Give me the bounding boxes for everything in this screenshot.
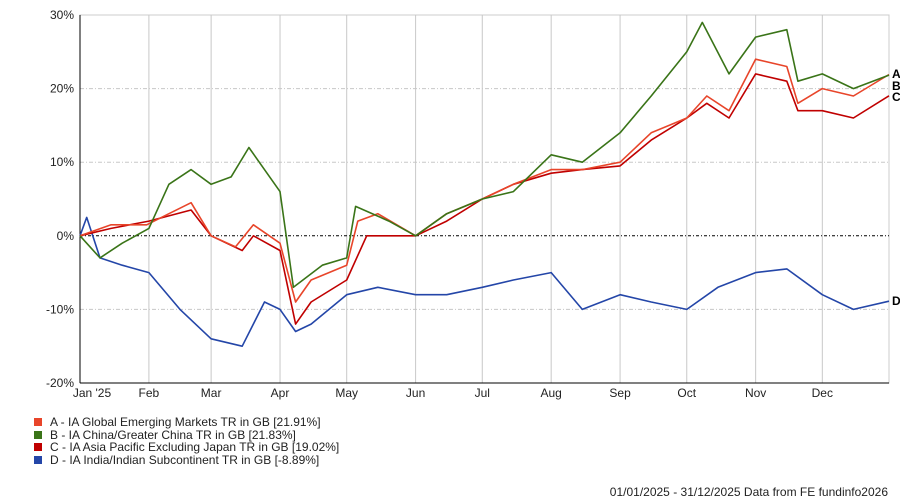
- end-label-d: D: [892, 294, 900, 308]
- legend-item-c: C - IA Asia Pacific Excluding Japan TR i…: [34, 441, 339, 454]
- legend-swatch: [34, 456, 42, 465]
- y-tick-label: 20%: [50, 82, 74, 96]
- x-tick-label: May: [335, 386, 358, 400]
- legend-swatch: [34, 430, 42, 439]
- legend-label: D - IA India/Indian Subcontinent TR in G…: [50, 452, 320, 467]
- series-line-b: [79, 21, 890, 289]
- x-tick-label: Sep: [609, 386, 631, 400]
- x-tick-label: Jun: [406, 386, 425, 400]
- x-tick-label: Jan '25: [73, 386, 112, 400]
- series-line-d: [79, 216, 890, 348]
- legend-swatch: [34, 418, 42, 427]
- y-tick-label: 10%: [50, 155, 74, 169]
- legend-label: A - IA Global Emerging Markets TR in GB …: [50, 415, 321, 429]
- x-tick-label: Oct: [677, 386, 696, 400]
- x-tick-label: Nov: [745, 386, 766, 400]
- legend-label: C - IA Asia Pacific Excluding Japan TR i…: [50, 440, 340, 455]
- y-tick-label: 0%: [57, 229, 75, 243]
- legend: A - IA Global Emerging Markets TR in GB …: [34, 416, 339, 466]
- footer-source: 01/01/2025 - 31/12/2025 Data from FE fun…: [609, 485, 888, 499]
- series-line-a: [79, 58, 890, 303]
- x-tick-label: Dec: [812, 386, 833, 400]
- x-tick-label: Feb: [139, 386, 160, 400]
- y-tick-label: 30%: [50, 8, 74, 22]
- legend-swatch: [34, 443, 42, 452]
- end-label-b: B: [892, 79, 900, 93]
- x-tick-label: Apr: [271, 386, 290, 400]
- end-label-c: C: [892, 90, 900, 104]
- x-tick-label: Aug: [540, 386, 561, 400]
- x-tick-label: Jul: [475, 386, 490, 400]
- legend-item-a: A - IA Global Emerging Markets TR in GB …: [34, 416, 339, 429]
- legend-item-b: B - IA China/Greater China TR in GB [21.…: [34, 427, 339, 442]
- end-label-a: A: [892, 67, 900, 81]
- y-tick-label: -20%: [46, 376, 74, 390]
- x-tick-label: Mar: [201, 386, 222, 400]
- legend-label: B - IA China/Greater China TR in GB [21.…: [50, 427, 296, 442]
- legend-item-d: D - IA India/Indian Subcontinent TR in G…: [34, 454, 339, 467]
- line-chart: -20% -10% 0% 10% 20% 30% Jan '25 Feb Mar Apr May Ju…: [46, 8, 900, 400]
- y-tick-label: -10%: [46, 302, 74, 316]
